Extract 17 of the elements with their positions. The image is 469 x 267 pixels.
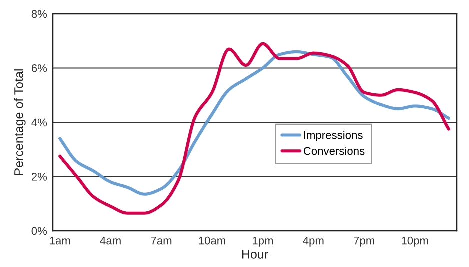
y-tick-label: 2% (32, 173, 48, 181)
legend-label: Conversions (304, 146, 365, 156)
x-tick-label: 4am (100, 236, 121, 245)
y-tick-label: 6% (32, 64, 48, 72)
y-axis-title: Percentage of Total (14, 70, 26, 176)
legend-label: Impressions (304, 131, 363, 142)
y-tick-label: 8% (32, 10, 48, 18)
x-tick-label: 1pm (252, 236, 274, 247)
y-tick-label: 4% (32, 118, 48, 127)
x-tick-label: 10pm (402, 236, 428, 247)
x-tick-label: 1am (50, 236, 70, 245)
y-tick-label: 0% (32, 227, 48, 236)
x-tick-label: 7am (151, 236, 172, 245)
x-axis-title: Hour (242, 250, 268, 259)
x-tick-label: 4pm (303, 236, 324, 247)
x-tick-label: 7pm (354, 236, 374, 247)
x-tick-label: 10am (199, 236, 226, 245)
